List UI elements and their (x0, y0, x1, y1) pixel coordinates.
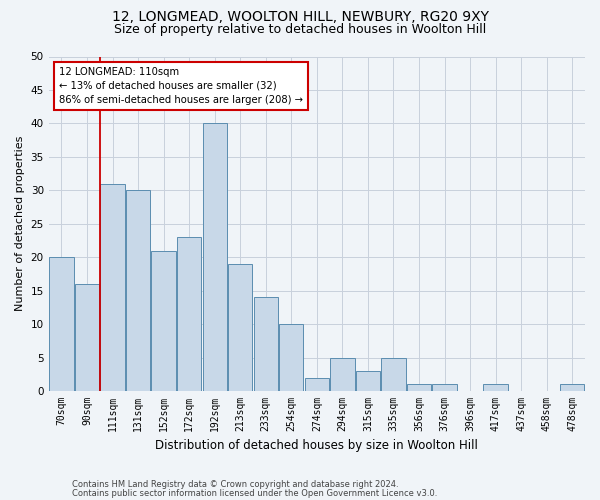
Bar (254, 298, 278, 391)
Bar (305, 378, 329, 391)
Bar (560, 384, 584, 391)
Bar (484, 384, 508, 391)
Bar (279, 324, 304, 391)
Bar (228, 264, 253, 391)
Bar (330, 358, 355, 391)
Bar (177, 237, 201, 391)
Bar (203, 124, 227, 391)
Bar (407, 384, 431, 391)
X-axis label: Distribution of detached houses by size in Woolton Hill: Distribution of detached houses by size … (155, 440, 478, 452)
Bar (75, 284, 99, 391)
Bar (356, 371, 380, 391)
Text: Contains HM Land Registry data © Crown copyright and database right 2024.: Contains HM Land Registry data © Crown c… (72, 480, 398, 489)
Bar (433, 384, 457, 391)
Text: Contains public sector information licensed under the Open Government Licence v3: Contains public sector information licen… (72, 489, 437, 498)
Bar (100, 184, 125, 391)
Bar (382, 358, 406, 391)
Text: 12 LONGMEAD: 110sqm
← 13% of detached houses are smaller (32)
86% of semi-detach: 12 LONGMEAD: 110sqm ← 13% of detached ho… (59, 66, 304, 104)
Bar (151, 250, 176, 391)
Bar (49, 257, 74, 391)
Y-axis label: Number of detached properties: Number of detached properties (15, 136, 25, 312)
Text: Size of property relative to detached houses in Woolton Hill: Size of property relative to detached ho… (114, 22, 486, 36)
Text: 12, LONGMEAD, WOOLTON HILL, NEWBURY, RG20 9XY: 12, LONGMEAD, WOOLTON HILL, NEWBURY, RG2… (112, 10, 488, 24)
Bar (126, 190, 150, 391)
